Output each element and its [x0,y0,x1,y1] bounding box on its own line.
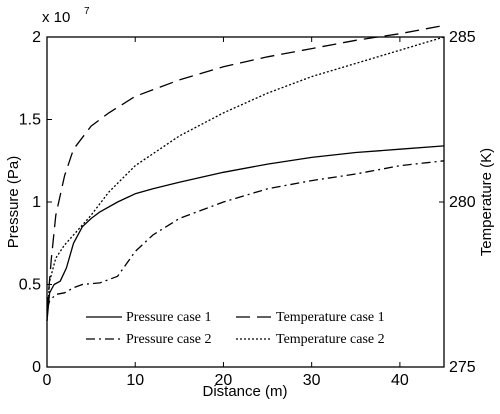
y2-tick-label: 280 [449,194,476,211]
x-tick-label: 20 [215,372,233,389]
x-ticks: 0 10 20 30 40 [43,37,409,389]
series-line-temperature-case-2 [46,36,445,321]
legend-label: Pressure case 1 [126,310,212,325]
y2-tick-label: 275 [449,359,476,376]
series-layer [46,24,445,321]
y-tick-label: 2 [32,29,41,46]
x-axis-label: Distance (m) [202,383,287,400]
legend-label: Pressure case 2 [126,332,212,347]
y2-axis-label: Temperature (K) [478,148,495,256]
x-tick-label: 30 [303,372,321,389]
y2-ticks: 275 280 285 [439,29,476,376]
y-exponent-base: x 10 [42,9,70,26]
legend-label: Temperature case 1 [276,310,385,325]
y-exponent-power: 7 [84,6,90,17]
x-tick-label: 0 [43,372,52,389]
legend-label: Temperature case 2 [276,332,385,347]
series-line-temperature-case-1 [46,24,445,311]
x-tick-label: 10 [126,372,144,389]
y-tick-label: 1 [32,194,41,211]
series-line-pressure-case-1 [46,145,445,321]
y-tick-label: 0 [32,359,41,376]
y2-tick-label: 285 [449,29,476,46]
legend: Pressure case 1 Temperature case 1 Pressur… [86,310,385,347]
y-ticks: 0 0.5 1 1.5 2 [19,29,52,376]
y-tick-label: 0.5 [19,277,41,294]
series-line-pressure-case-2 [46,160,445,310]
y-tick-label: 1.5 [19,112,41,129]
y-axis-label: Pressure (Pa) [5,156,22,249]
x-tick-label: 40 [391,372,409,389]
